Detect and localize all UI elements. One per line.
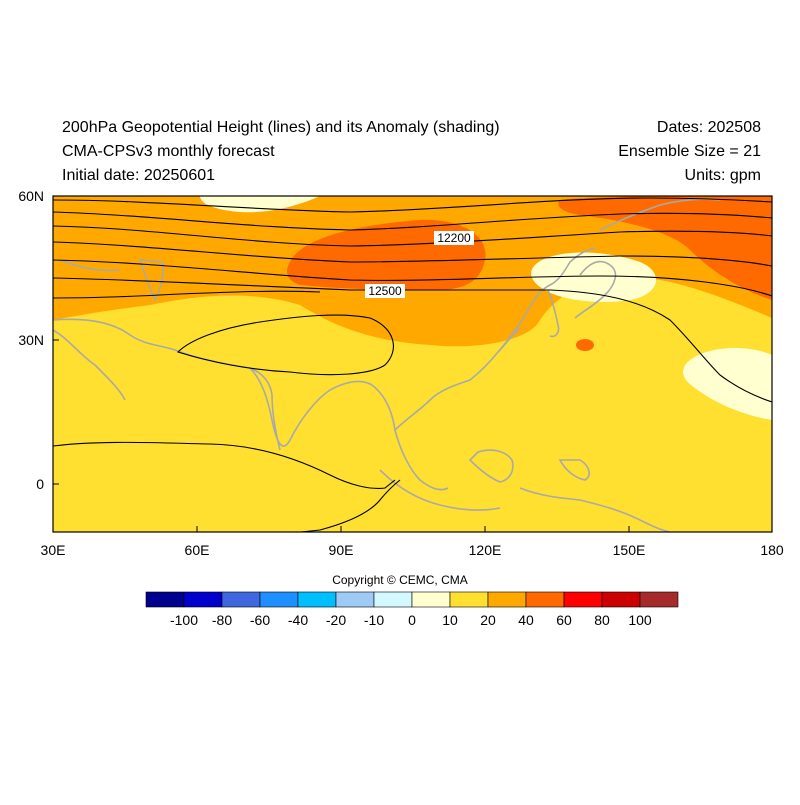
colorbar-label: 0 <box>408 612 416 628</box>
shade-40-60-spot <box>576 339 594 351</box>
forecast-dates: Dates: 202508 <box>656 119 761 136</box>
colorbar-swatch <box>335 591 375 608</box>
colorbar-swatch <box>183 591 223 608</box>
lon-tick-150e: 150E <box>613 542 646 558</box>
colorbar-label: -60 <box>250 612 270 628</box>
ensemble-size: Ensemble Size = 21 <box>618 143 761 160</box>
map-title: 200hPa Geopotential Height (lines) and i… <box>62 119 500 136</box>
colorbar-label: -10 <box>364 612 384 628</box>
coastlines <box>53 198 721 532</box>
colorbar-swatch <box>525 591 565 608</box>
colorbar-swatch <box>145 591 185 608</box>
colorbar-label: -20 <box>326 612 346 628</box>
colorbar: -100 -80 -60 -40 -20 -10 0 10 20 40 60 80 100 <box>145 591 679 628</box>
colorbar-label: 40 <box>518 612 534 628</box>
lon-tick-90e: 90E <box>329 542 354 558</box>
copyright: Copyright © CEMC, CMA <box>332 573 468 587</box>
initial-date: Initial date: 20250601 <box>62 167 216 184</box>
colorbar-swatch <box>639 591 679 608</box>
colorbar-swatch <box>563 591 603 608</box>
contour-label-12200: 12200 <box>437 231 471 245</box>
axis-ticks <box>52 195 773 532</box>
units: Units: gpm <box>684 167 761 184</box>
colorbar-swatch <box>221 591 261 608</box>
axis-tick-labels: 30E 60E 90E 120E 150E 180 60N 30N 0 <box>18 188 784 558</box>
model-subtitle: CMA-CPSv3 monthly forecast <box>62 143 275 160</box>
anomaly-shading <box>53 196 772 532</box>
lon-tick-60e: 60E <box>185 542 210 558</box>
lat-tick-0: 0 <box>36 476 44 492</box>
shade-0-10-east <box>683 348 772 420</box>
colorbar-label: 100 <box>628 612 652 628</box>
colorbar-label: 80 <box>594 612 610 628</box>
lat-tick-60n: 60N <box>18 188 44 204</box>
colorbar-label: -40 <box>288 612 308 628</box>
lon-tick-120e: 120E <box>469 542 502 558</box>
colorbar-swatch <box>449 591 489 608</box>
colorbar-label: 20 <box>480 612 496 628</box>
colorbar-label: -80 <box>212 612 232 628</box>
contour-label-box-12500 <box>365 284 405 298</box>
colorbar-swatch <box>487 591 527 608</box>
shade-0-10-japan <box>531 252 657 302</box>
colorbar-swatch <box>373 591 413 608</box>
lon-tick-30e: 30E <box>41 542 66 558</box>
colorbar-label: 10 <box>442 612 458 628</box>
lat-tick-30n: 30N <box>18 332 44 348</box>
colorbar-label: -100 <box>170 612 198 628</box>
shade-40-60-northeast <box>558 196 772 300</box>
colorbar-swatch <box>601 591 641 608</box>
colorbar-swatch <box>297 591 337 608</box>
contour-label-12500: 12500 <box>368 284 402 298</box>
colorbar-label: 60 <box>556 612 572 628</box>
lon-tick-180: 180 <box>760 542 784 558</box>
colorbar-swatch <box>259 591 299 608</box>
shade-0-10-north <box>200 196 320 213</box>
map-frame <box>52 195 773 533</box>
colorbar-swatch <box>411 591 451 608</box>
contour-labels: 12200 12500 <box>365 231 474 298</box>
contour-label-box-12200 <box>434 231 474 245</box>
